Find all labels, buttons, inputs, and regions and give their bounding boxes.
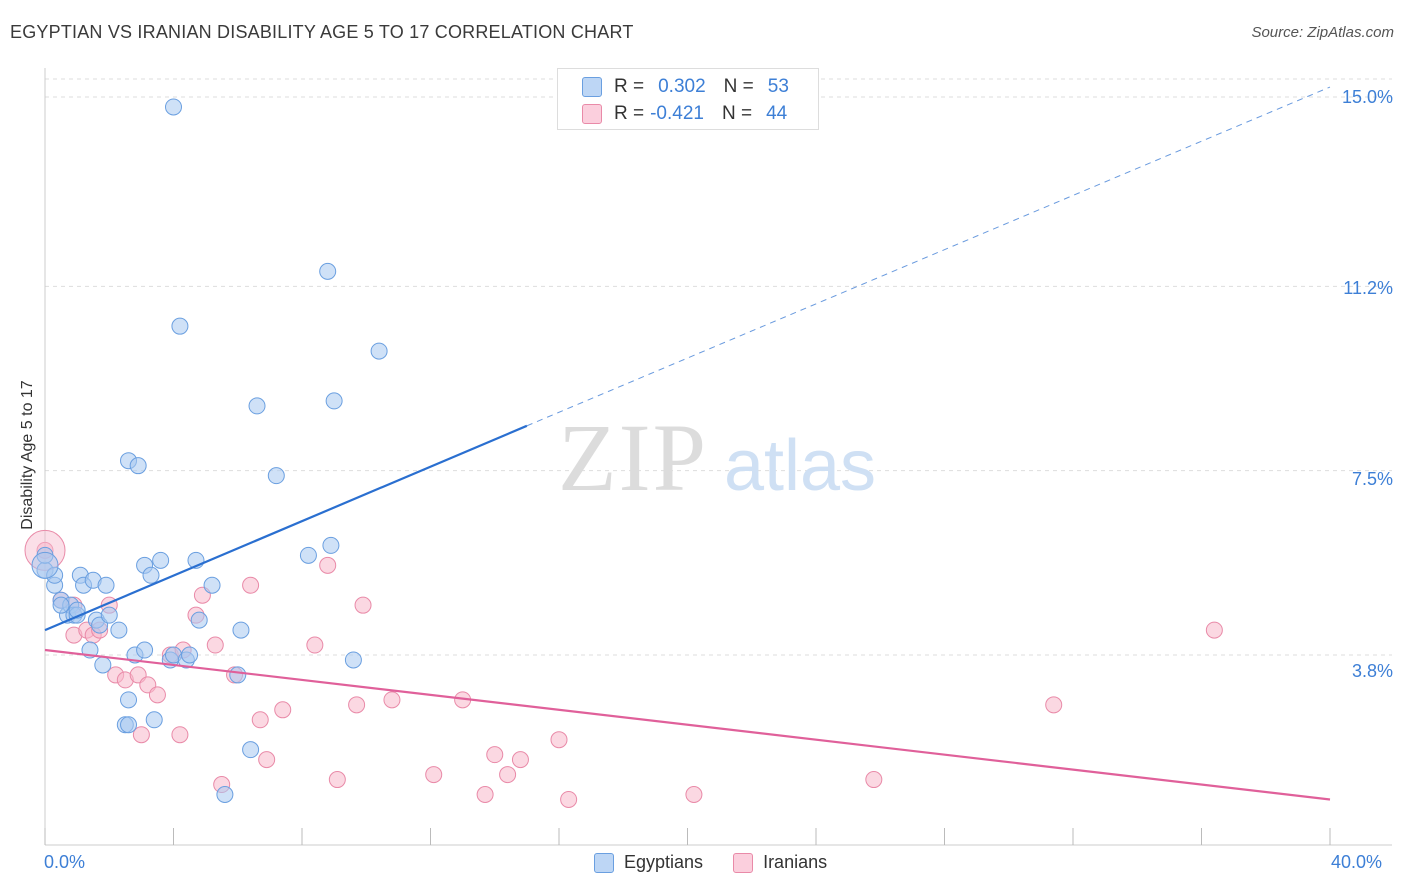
- egyptians-point: [152, 551, 170, 569]
- egyptians-point: [248, 397, 266, 415]
- legend-label-iranians: Iranians: [763, 852, 828, 872]
- legend-item-egyptians: Egyptians: [594, 852, 703, 873]
- iranians-point: [1205, 621, 1223, 639]
- iranians-point: [865, 771, 883, 789]
- egyptians-point: [100, 606, 118, 624]
- egyptians-point: [52, 596, 70, 614]
- egyptians-r-label: R =: [614, 76, 645, 97]
- egyptians-point: [190, 611, 208, 629]
- egyptians-point: [129, 457, 147, 475]
- iranians-point: [685, 786, 703, 803]
- egyptians-point-large: [31, 551, 59, 579]
- egyptians-swatch: [582, 77, 602, 97]
- egyptians-point: [110, 621, 128, 639]
- iranians-point: [328, 771, 346, 789]
- correlation-legend: R = 0.302 N = 53 R = -0.421 N = 44: [557, 68, 819, 130]
- egyptians-point: [267, 467, 285, 485]
- iranians-point: [1045, 696, 1063, 714]
- y-tick-15: 15.0%: [1341, 87, 1393, 107]
- egyptians-point: [94, 656, 112, 674]
- axes: [44, 68, 1392, 846]
- iranians-r-value: -0.421: [650, 103, 704, 124]
- iranians-swatch: [582, 104, 602, 124]
- egyptians-point: [325, 392, 343, 410]
- legend-row-egyptians: R = 0.302 N = 53: [582, 74, 789, 100]
- egyptians-point: [171, 317, 189, 335]
- trend-lines: [44, 86, 1331, 801]
- egyptians-trend-line: [44, 424, 528, 632]
- egyptians-point: [370, 342, 388, 360]
- iranians-point: [499, 766, 517, 784]
- egyptians-point: [229, 666, 247, 684]
- egyptians-point: [97, 576, 115, 594]
- egyptians-point: [242, 741, 260, 759]
- egyptians-trend-extension: [526, 86, 1331, 427]
- egyptians-point: [142, 566, 160, 584]
- source-label: Source: ZipAtlas.com: [1251, 24, 1394, 41]
- series-legend: Egyptians Iranians: [594, 852, 857, 873]
- egyptians-point: [181, 646, 199, 664]
- iranians-point: [354, 596, 372, 614]
- iranians-point: [486, 746, 504, 764]
- watermark: ZIP atlas: [558, 404, 876, 511]
- iranians-point: [319, 556, 337, 574]
- iranians-r-label: R =: [614, 103, 645, 124]
- iranians-point: [171, 726, 189, 744]
- iranians-point: [550, 731, 568, 749]
- watermark-atlas: atlas: [724, 426, 876, 506]
- egyptians-point: [216, 786, 234, 803]
- egyptians-point: [299, 546, 317, 564]
- iranians-point: [306, 636, 324, 654]
- iranians-n-value: 44: [766, 103, 788, 124]
- legend-item-iranians: Iranians: [733, 852, 827, 873]
- egyptians-point: [203, 576, 221, 594]
- x-tick-max: 40.0%: [1331, 852, 1383, 872]
- iranians-point: [511, 751, 529, 769]
- iranians-point: [383, 691, 401, 709]
- legend-swatch-iranians: [733, 852, 754, 873]
- iranians-point: [206, 636, 224, 654]
- legend-row-iranians: R = -0.421 N = 44: [582, 101, 787, 127]
- egyptians-points: [31, 98, 388, 803]
- legend-label-egyptians: Egyptians: [624, 852, 704, 872]
- egyptians-point: [319, 262, 337, 280]
- egyptians-point: [232, 621, 250, 639]
- legend-swatch-egyptians: [594, 852, 614, 873]
- x-tick-min: 0.0%: [44, 852, 86, 872]
- egyptians-point: [145, 711, 163, 729]
- egyptians-point: [120, 691, 138, 709]
- egyptians-n-value: 53: [767, 76, 789, 97]
- egyptians-r-value: 0.302: [658, 76, 706, 97]
- y-tick-7-5: 7.5%: [1351, 469, 1393, 489]
- egyptians-point: [136, 641, 154, 659]
- iranians-point: [274, 701, 292, 719]
- y-tick-11-2: 11.2%: [1343, 278, 1393, 298]
- egyptians-point: [344, 651, 362, 669]
- gridlines: [45, 78, 1392, 656]
- iranians-point: [251, 711, 269, 729]
- iranians-point: [132, 726, 150, 744]
- egyptians-n-label: N =: [723, 76, 754, 97]
- egyptians-point: [120, 716, 138, 734]
- iranians-point: [258, 751, 276, 769]
- iranians-point: [560, 790, 578, 808]
- iranians-point: [148, 686, 166, 704]
- iranians-point: [476, 786, 494, 803]
- iranians-trend-line: [44, 648, 1331, 801]
- y-tick-3-8: 3.8%: [1351, 661, 1393, 681]
- iranians-point: [242, 576, 260, 594]
- watermark-zip: ZIP: [558, 404, 708, 511]
- egyptians-point: [165, 98, 182, 116]
- chart-title: EGYPTIAN VS IRANIAN DISABILITY AGE 5 TO …: [10, 22, 634, 42]
- egyptians-point: [322, 536, 340, 554]
- iranians-point: [348, 696, 366, 714]
- iranians-point: [425, 766, 443, 784]
- iranians-n-label: N =: [721, 103, 753, 124]
